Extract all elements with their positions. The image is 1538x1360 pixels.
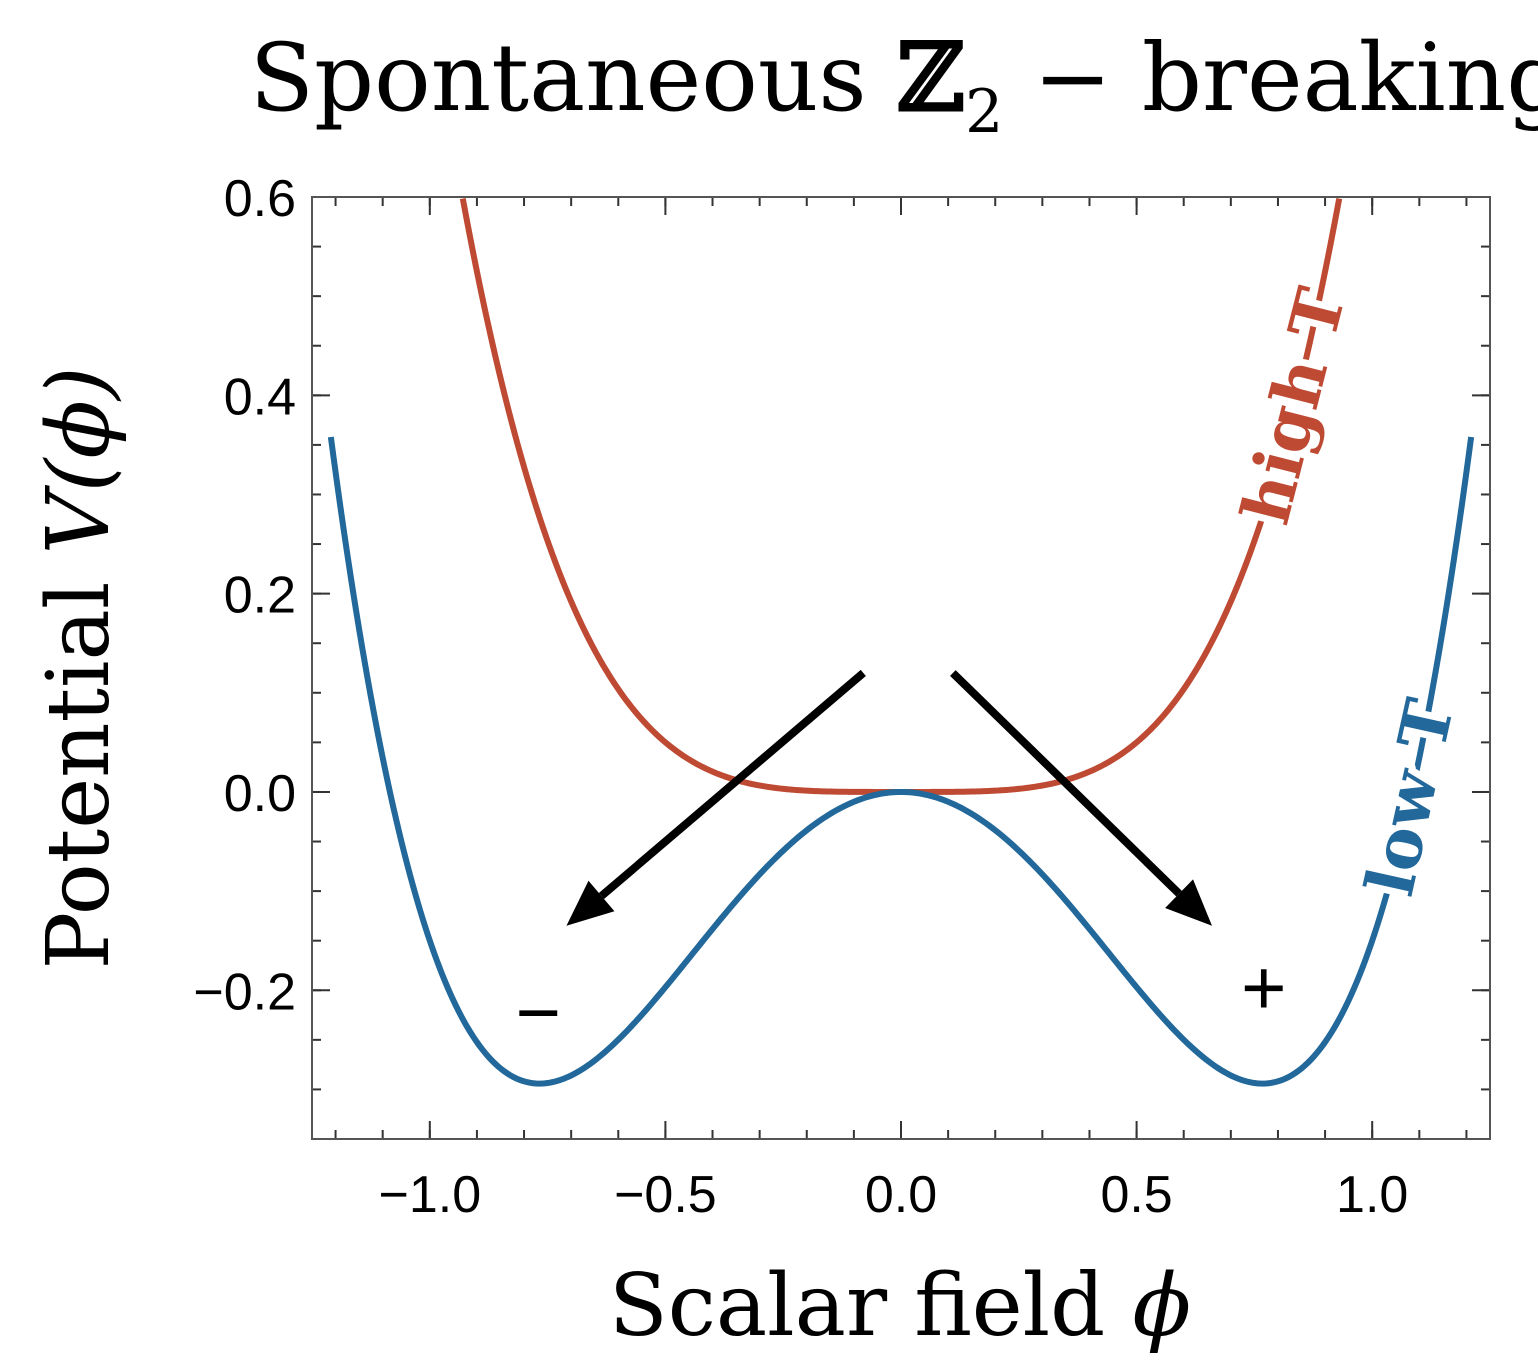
y-axis-label-text: Potential (29, 554, 129, 969)
series-label-high-t: high T (1226, 280, 1361, 531)
series-label-layer: high T low T (1219, 273, 1476, 909)
ticks-layer: −1.0 −0.5 0.0 0.5 1.0 −0.2 0.0 0.2 0.4 0.6 (193, 170, 1490, 1224)
x-tick-label: 0.0 (865, 1166, 937, 1224)
y-axis-label: Potential V(ϕ) (29, 366, 129, 969)
plot-layer (327, 197, 1475, 1087)
plus-vacuum-label: + (1241, 943, 1287, 1031)
y-tick-label: −0.2 (193, 963, 296, 1021)
chart-title-text: Spontaneous (250, 24, 897, 133)
arrow-head (1165, 879, 1212, 926)
arrow-shaft (598, 669, 866, 900)
y-tick-label: 0.0 (224, 765, 296, 823)
arrow-shaft (950, 670, 1182, 897)
minus-vacuum-label: − (515, 968, 561, 1056)
chart-title-suffix: − breaking (1003, 24, 1538, 133)
y-tick-label: 0.4 (224, 368, 296, 426)
series-line-high-t (459, 197, 1343, 795)
x-axis-label-text: Scalar field (609, 1256, 1133, 1355)
x-tick-label: 0.5 (1100, 1166, 1172, 1224)
plot-frame (311, 196, 1491, 1140)
series-label-group: low T (1343, 685, 1476, 909)
y-tick-label: 0.6 (224, 170, 296, 228)
x-tick-label: −1.0 (378, 1166, 481, 1224)
x-axis-label: Scalar field ϕ (609, 1256, 1191, 1355)
arrow-head (566, 880, 615, 926)
x-tick-label: 1.0 (1336, 1166, 1408, 1224)
chart-title-symbol: ℤ (897, 23, 966, 133)
chart-title-subscript: 2 (965, 77, 1003, 147)
y-axis-label-symbol: V(ϕ) (29, 366, 129, 554)
annotation-layer: − + (515, 669, 1287, 1056)
series-label-low-t: low T (1350, 692, 1469, 902)
x-axis-label-symbol: ϕ (1133, 1256, 1192, 1355)
y-tick-label: 0.2 (224, 567, 296, 625)
chart-title: Spontaneous ℤ2 − breaking (250, 23, 1538, 147)
series-label-group: high T (1219, 273, 1368, 538)
x-tick-label: −0.5 (614, 1166, 717, 1224)
series-line-low-t (327, 436, 1475, 1087)
